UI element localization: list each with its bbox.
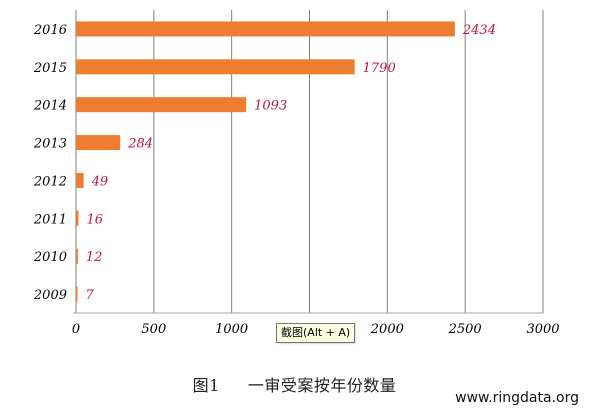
x-tick-label-0: 0 <box>72 322 80 337</box>
y-tick-label-2011: 2011 <box>33 212 67 227</box>
bar-2015 <box>76 59 355 75</box>
bar-2011 <box>76 210 79 226</box>
data-label-2012: 49 <box>91 174 109 189</box>
bar-2009 <box>76 286 78 302</box>
y-tick-label-2014: 2014 <box>33 99 67 114</box>
x-tick-label-2000: 2000 <box>370 322 404 337</box>
watermark-url: www.ringdata.org <box>455 390 579 406</box>
figure-caption: 图1 一审受案按年份数量 <box>0 372 589 396</box>
x-tick-label-500: 500 <box>141 322 166 337</box>
x-tick-label-2500: 2500 <box>448 322 482 337</box>
y-tick-label-2010: 2010 <box>33 250 67 265</box>
figure-number: 图1 <box>192 376 220 395</box>
data-label-2011: 16 <box>86 212 103 227</box>
data-label-2016: 2434 <box>462 23 496 38</box>
figure-title: 一审受案按年份数量 <box>247 376 397 395</box>
bar-2012 <box>76 172 84 188</box>
data-label-2009: 7 <box>86 288 95 303</box>
data-label-2013: 284 <box>127 137 153 152</box>
y-tick-label-2016: 2016 <box>33 23 67 38</box>
bar-2010 <box>76 248 78 264</box>
bars <box>76 21 455 302</box>
x-tick-label-3000: 3000 <box>526 322 559 337</box>
y-tick-label-2013: 2013 <box>33 137 67 152</box>
y-tick-label-2015: 2015 <box>33 61 67 76</box>
gridlines <box>73 10 544 314</box>
data-label-2015: 1790 <box>363 61 396 76</box>
y-tick-label-2009: 2009 <box>33 288 67 303</box>
bar-2016 <box>76 21 455 37</box>
data-label-2010: 12 <box>86 250 103 265</box>
y-tick-label-2012: 2012 <box>33 174 67 189</box>
data-label-2014: 1093 <box>254 99 287 114</box>
x-tick-label-1000: 1000 <box>215 322 248 337</box>
screenshot-tooltip: 截图(Alt + A) <box>276 323 356 343</box>
y-axis-tick-labels: 2016 2015 2014 2013 2012 2011 2010 2009 <box>33 23 67 303</box>
bar-2014 <box>76 97 247 113</box>
bar-2013 <box>76 135 121 151</box>
data-labels: 2434 1790 1093 284 49 16 12 7 <box>86 23 496 303</box>
